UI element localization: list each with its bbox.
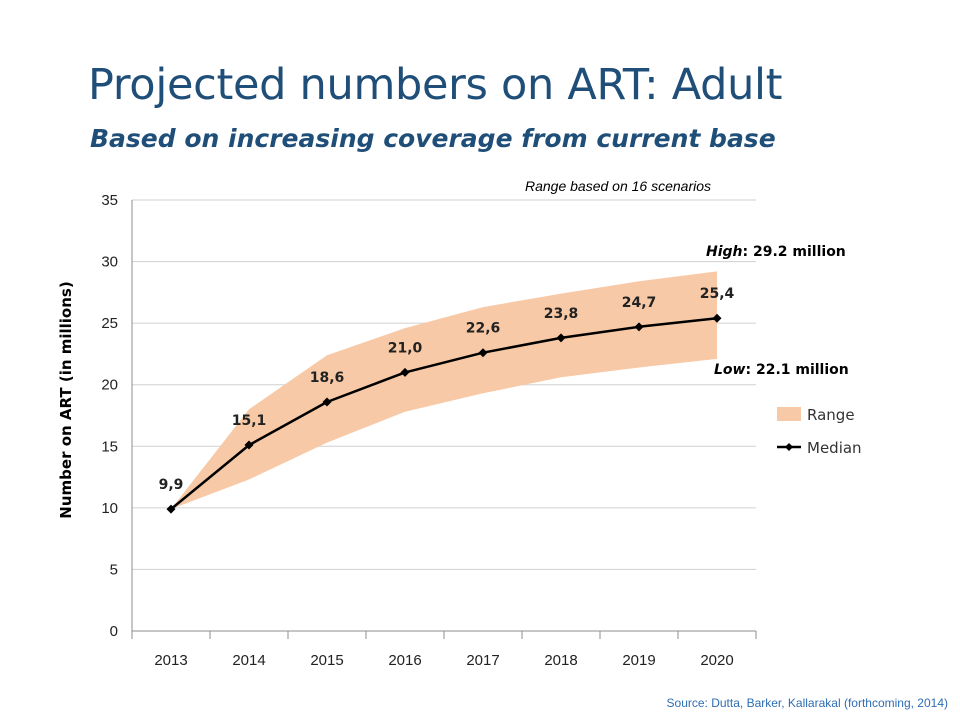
- y-tick-label-30: 30: [101, 254, 118, 271]
- median-value-label-2018: 23,8: [544, 306, 579, 322]
- y-tick-label-15: 15: [101, 438, 118, 455]
- median-marker-2013: [166, 504, 176, 514]
- slide-subtitle: Based on increasing coverage from curren…: [90, 124, 776, 153]
- median-marker-2015: [322, 397, 332, 407]
- x-tick-label-2014: 2014: [232, 652, 265, 669]
- y-tick-label-10: 10: [101, 500, 118, 517]
- legend-range-label: Range: [807, 406, 855, 424]
- median-value-label-2013: 9,9: [159, 477, 184, 493]
- x-tick-label-2020: 2020: [700, 652, 733, 669]
- median-line-layer: [166, 313, 722, 514]
- legend-range-swatch: [777, 407, 801, 421]
- median-marker-2017: [478, 348, 488, 358]
- legend-median-marker: [785, 443, 793, 451]
- range-band: [171, 271, 717, 510]
- median-value-label-2020: 25,4: [700, 286, 735, 302]
- x-tick-label-2017: 2017: [466, 652, 499, 669]
- x-tick-label-2019: 2019: [622, 652, 655, 669]
- median-value-label-2019: 24,7: [622, 295, 657, 311]
- y-tick-label-5: 5: [110, 561, 118, 578]
- low-annotation-value: : 22.1 million: [745, 362, 848, 378]
- legend-median-label: Median: [807, 439, 862, 457]
- y-tick-label-0: 0: [110, 623, 118, 640]
- axes: 0 5 10 15 20 25 30 35 2013 2014 2015 2016 2017 2018 20…: [101, 192, 757, 669]
- range-band-layer: [171, 271, 717, 510]
- median-marker-2020: [712, 313, 722, 323]
- high-annotation: High: 29.2 million: [706, 244, 846, 260]
- high-annotation-label: High: [706, 244, 743, 260]
- scenario-note: Range based on 16 scenarios: [525, 178, 711, 194]
- median-value-label-2017: 22,6: [466, 321, 501, 337]
- legend: Range Median: [777, 406, 862, 457]
- low-annotation-label: Low: [714, 362, 746, 378]
- x-tick-label-2018: 2018: [544, 652, 577, 669]
- median-marker-2018: [556, 333, 566, 343]
- x-tick-label-2013: 2013: [154, 652, 187, 669]
- low-annotation: Low: 22.1 million: [714, 362, 849, 378]
- y-axis-label: Number on ART (in millions): [57, 281, 75, 518]
- y-tick-label-35: 35: [101, 192, 118, 209]
- high-annotation-value: : 29.2 million: [743, 244, 846, 260]
- y-tick-label-25: 25: [101, 315, 118, 332]
- y-tick-label-20: 20: [101, 377, 118, 394]
- median-marker-2019: [634, 322, 644, 332]
- median-marker-2016: [400, 367, 410, 377]
- median-value-label-2014: 15,1: [232, 413, 267, 429]
- median-marker-2014: [244, 440, 254, 450]
- grid-lines: [132, 199, 756, 570]
- median-line: [170, 316, 718, 511]
- data-labels: 9,9 15,1 18,6 21,0 22,6 23,8 24,7 25,4: [159, 286, 735, 493]
- slide-title: Projected numbers on ART: Adult: [88, 60, 783, 110]
- source-citation: Source: Dutta, Barker, Kallarakal (forth…: [666, 696, 948, 710]
- median-value-label-2015: 18,6: [310, 370, 345, 386]
- median-value-label-2016: 21,0: [388, 340, 423, 356]
- x-tick-label-2015: 2015: [310, 652, 343, 669]
- x-tick-label-2016: 2016: [388, 652, 421, 669]
